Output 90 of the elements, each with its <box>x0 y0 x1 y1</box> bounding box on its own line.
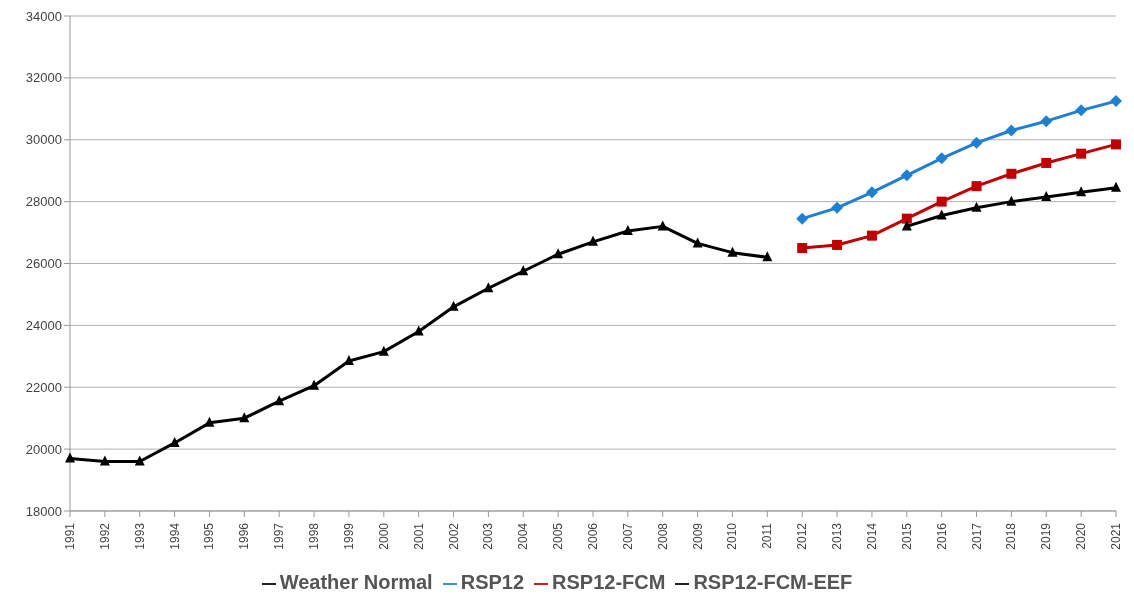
x-tick-label: 2001 <box>411 522 426 550</box>
x-tick-label: 2017 <box>969 522 984 550</box>
point <box>692 237 703 248</box>
point <box>1111 139 1121 150</box>
point <box>1005 124 1018 137</box>
y-tick-label: 32000 <box>25 70 62 86</box>
point <box>796 212 809 225</box>
x-tick-label: 2015 <box>899 522 914 550</box>
point <box>134 455 145 466</box>
x-tick-label: 2013 <box>830 522 845 550</box>
x-tick-label: 2019 <box>1039 522 1054 550</box>
y-tick-label: 34000 <box>25 8 62 24</box>
x-tick-label: 2011 <box>760 522 775 549</box>
legend-label: RSP12 <box>460 571 525 593</box>
point <box>99 455 110 466</box>
point <box>935 152 948 165</box>
point <box>309 379 320 390</box>
point <box>1041 190 1052 201</box>
y-tick-label: 26000 <box>25 256 62 272</box>
point <box>378 345 389 356</box>
x-tick-label: 2003 <box>481 522 496 550</box>
point <box>1075 104 1088 117</box>
point <box>1111 181 1121 192</box>
point <box>413 325 424 336</box>
point <box>65 452 75 463</box>
x-tick-label: 2002 <box>446 522 461 550</box>
y-tick-label: 22000 <box>25 379 62 395</box>
point <box>657 220 668 231</box>
x-tick-label: 2014 <box>864 522 879 550</box>
point <box>1076 148 1087 159</box>
point <box>622 225 633 236</box>
point <box>1006 168 1017 179</box>
y-tick-label: 18000 <box>25 503 62 519</box>
point <box>1076 186 1087 197</box>
x-tick-label: 1995 <box>202 522 217 550</box>
point <box>1041 157 1052 168</box>
point <box>831 201 844 214</box>
point <box>239 412 250 423</box>
x-tick-label: 2004 <box>516 522 531 550</box>
y-tick-label: 30000 <box>25 132 62 148</box>
point <box>169 436 180 447</box>
x-tick-label: 2009 <box>690 522 705 550</box>
y-tick-label: 24000 <box>25 317 62 333</box>
point <box>900 169 913 182</box>
point <box>866 230 877 241</box>
point <box>971 201 982 212</box>
y-tick-label: 28000 <box>25 194 62 210</box>
x-tick-label: 2016 <box>934 522 949 550</box>
x-tick-label: 2005 <box>551 522 566 550</box>
point <box>832 239 843 250</box>
point <box>588 235 598 246</box>
point <box>1006 195 1017 206</box>
x-tick-label: 2000 <box>376 522 391 550</box>
point <box>274 395 285 406</box>
x-tick-label: 1991 <box>63 522 77 550</box>
point <box>865 186 878 199</box>
point <box>936 209 947 220</box>
legend-label: Weather Normal <box>279 571 433 593</box>
point <box>762 251 773 262</box>
point <box>901 213 912 224</box>
point <box>1040 115 1053 128</box>
x-tick-label: 1994 <box>167 522 182 550</box>
x-tick-label: 1997 <box>272 522 287 550</box>
legend-label: RSP12-FCM <box>552 571 666 593</box>
x-tick-label: 1996 <box>237 522 252 550</box>
point <box>553 248 564 259</box>
point <box>797 243 808 254</box>
x-tick-label: 2012 <box>795 522 810 550</box>
x-tick-label: 2007 <box>620 522 635 550</box>
x-tick-label: 2010 <box>725 522 740 550</box>
x-tick-label: 2021 <box>1109 522 1123 550</box>
x-tick-label: 1993 <box>132 522 147 550</box>
x-tick-label: 2018 <box>1004 522 1019 550</box>
x-tick-label: 1992 <box>97 522 112 550</box>
point <box>204 416 215 427</box>
y-tick-label: 20000 <box>25 441 62 457</box>
x-tick-label: 1998 <box>307 522 322 550</box>
point <box>727 246 738 257</box>
point <box>971 181 982 192</box>
point <box>518 265 529 276</box>
x-tick-label: 2008 <box>655 522 670 550</box>
point <box>1110 95 1122 108</box>
x-tick-label: 2006 <box>586 522 600 550</box>
x-tick-label: 2020 <box>1074 522 1089 550</box>
point <box>970 136 983 149</box>
x-tick-label: 1999 <box>341 522 356 550</box>
point <box>936 196 947 207</box>
point <box>483 282 494 293</box>
point <box>901 220 912 231</box>
legend-label: RSP12-FCM-EEF <box>693 571 853 593</box>
